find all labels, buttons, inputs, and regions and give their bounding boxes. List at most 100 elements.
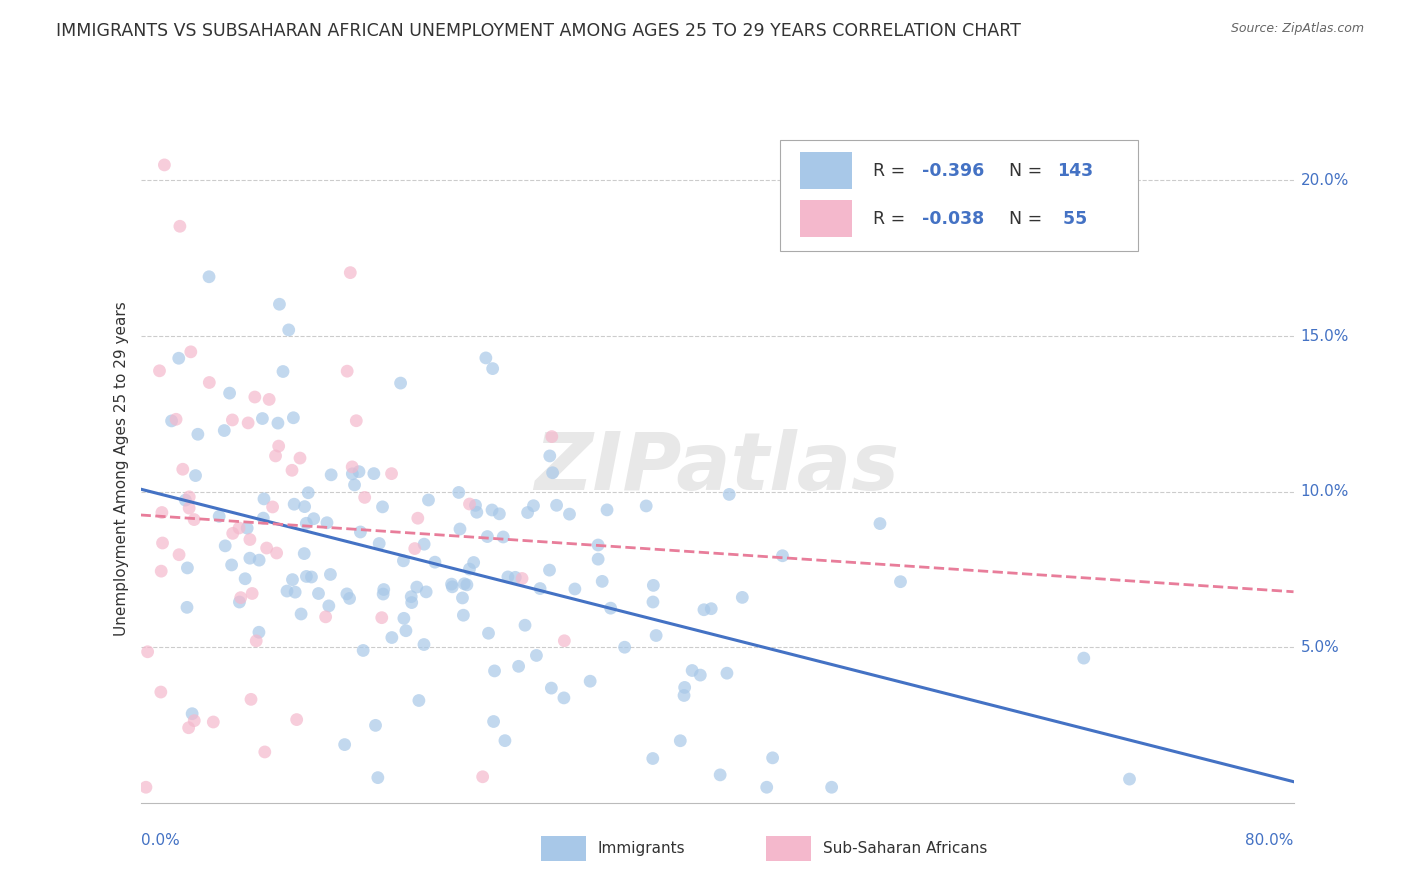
Point xyxy=(276,584,298,599)
Point xyxy=(183,714,205,728)
Text: 143: 143 xyxy=(1057,161,1094,179)
Point xyxy=(339,591,361,606)
Point xyxy=(586,538,609,552)
Point xyxy=(295,569,318,583)
Point xyxy=(564,582,586,596)
Point xyxy=(641,595,664,609)
Point xyxy=(368,536,391,550)
Point xyxy=(1118,772,1140,786)
Point xyxy=(318,599,340,613)
Text: 15.0%: 15.0% xyxy=(1301,328,1348,343)
Point xyxy=(198,269,221,284)
Point xyxy=(408,693,430,707)
Point xyxy=(681,664,703,678)
Point xyxy=(596,503,619,517)
Point xyxy=(673,689,696,703)
Point xyxy=(233,572,256,586)
Point xyxy=(463,556,485,570)
Point xyxy=(301,570,323,584)
Point xyxy=(262,500,284,514)
Text: 80.0%: 80.0% xyxy=(1246,833,1294,848)
Point xyxy=(820,780,842,795)
Point xyxy=(481,503,503,517)
Point xyxy=(281,573,304,587)
Point xyxy=(218,386,240,401)
Point xyxy=(373,587,395,601)
Point xyxy=(214,539,236,553)
Point xyxy=(641,751,664,765)
Text: 0.0%: 0.0% xyxy=(141,833,180,848)
Point xyxy=(266,546,288,560)
Point xyxy=(221,413,243,427)
Point xyxy=(541,466,564,480)
Point xyxy=(447,485,470,500)
Point xyxy=(508,659,530,673)
Point xyxy=(252,511,274,525)
Point xyxy=(418,493,440,508)
FancyBboxPatch shape xyxy=(800,201,852,237)
Point xyxy=(176,561,198,575)
Point xyxy=(693,603,716,617)
Text: 5.0%: 5.0% xyxy=(1301,640,1339,655)
Point xyxy=(148,364,170,378)
Point xyxy=(449,522,471,536)
Point xyxy=(399,590,422,604)
Point xyxy=(516,506,538,520)
Point xyxy=(257,392,280,407)
Point xyxy=(165,412,187,426)
Point xyxy=(336,587,359,601)
Point xyxy=(184,468,207,483)
Point xyxy=(353,491,375,505)
Point xyxy=(228,595,250,609)
Point xyxy=(271,364,294,378)
Point xyxy=(343,478,366,492)
Text: 10.0%: 10.0% xyxy=(1301,484,1348,500)
Point xyxy=(174,493,197,508)
Point xyxy=(440,577,463,591)
Point xyxy=(401,596,423,610)
Point xyxy=(214,424,236,438)
Point xyxy=(762,751,785,765)
Point xyxy=(342,467,364,481)
Point xyxy=(169,219,191,234)
Point xyxy=(482,714,505,729)
Point xyxy=(294,500,316,514)
Point xyxy=(689,668,711,682)
Point xyxy=(150,564,173,578)
Point xyxy=(315,610,337,624)
Point xyxy=(700,601,723,615)
Point xyxy=(381,631,404,645)
Point xyxy=(202,714,225,729)
Text: IMMIGRANTS VS SUBSAHARAN AFRICAN UNEMPLOYMENT AMONG AGES 25 TO 29 YEARS CORRELAT: IMMIGRANTS VS SUBSAHARAN AFRICAN UNEMPLO… xyxy=(56,22,1021,40)
Point xyxy=(586,552,609,566)
Point xyxy=(464,499,486,513)
Point xyxy=(264,449,287,463)
Point xyxy=(558,507,581,521)
Point xyxy=(538,563,561,577)
Point xyxy=(352,643,374,657)
Text: N =: N = xyxy=(1008,161,1047,179)
Point xyxy=(281,463,304,477)
Point xyxy=(475,351,498,365)
Point xyxy=(339,266,361,280)
Point xyxy=(247,553,270,567)
Point xyxy=(221,558,243,572)
Point xyxy=(336,364,359,378)
Point xyxy=(451,591,474,605)
Point xyxy=(492,530,515,544)
Point xyxy=(172,462,194,476)
Point xyxy=(256,541,278,555)
Text: Immigrants: Immigrants xyxy=(598,841,685,855)
Y-axis label: Unemployment Among Ages 25 to 29 years: Unemployment Among Ages 25 to 29 years xyxy=(114,301,129,636)
Point xyxy=(392,554,415,568)
Point xyxy=(373,582,395,597)
Point xyxy=(636,499,658,513)
Point xyxy=(553,633,575,648)
Point xyxy=(553,690,575,705)
Point xyxy=(423,555,446,569)
Point xyxy=(731,591,754,605)
Text: Source: ZipAtlas.com: Source: ZipAtlas.com xyxy=(1230,22,1364,36)
Text: ZIPatlas: ZIPatlas xyxy=(534,429,900,508)
Point xyxy=(136,645,159,659)
Point xyxy=(302,511,325,525)
